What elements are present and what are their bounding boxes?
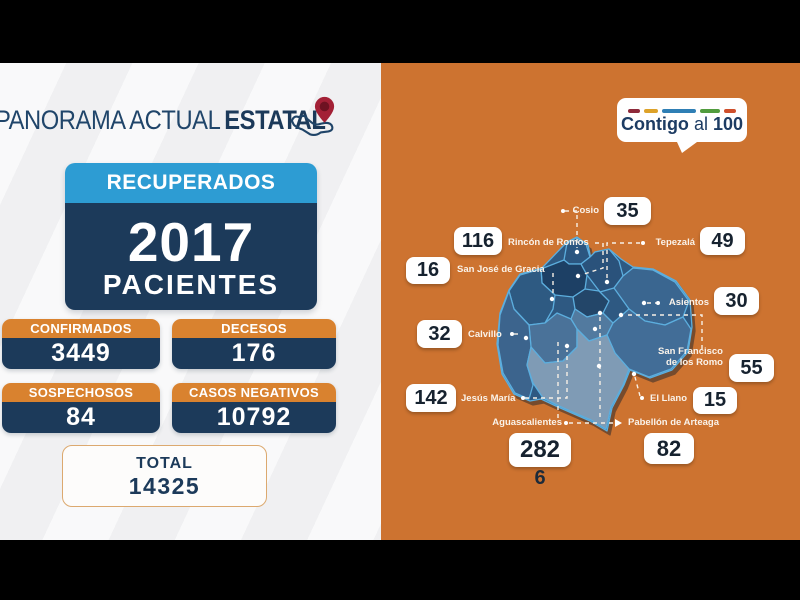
- logo-word-100: 100: [712, 113, 744, 134]
- recovered-card: RECUPERADOS 2017 PACIENTES: [65, 163, 317, 310]
- map-label-san-francisco-de-los-romo: San Francisco de los Romo: [658, 346, 723, 368]
- stat-value: 3449: [2, 338, 160, 369]
- stat-card-casos-negativos: CASOS NEGATIVOS 10792: [172, 383, 336, 433]
- recovered-value: 2017: [127, 210, 255, 273]
- map-value-calvillo: 32: [417, 320, 462, 348]
- logo-color-dashes: [628, 108, 736, 113]
- total-card: TOTAL 14325: [62, 445, 267, 507]
- map-label-asientos: Asientos: [668, 297, 709, 308]
- recovered-card-header: RECUPERADOS: [65, 163, 317, 203]
- recovered-unit: PACIENTES: [102, 268, 280, 300]
- contigo-al-100-logo: Contigo al 100: [617, 98, 747, 153]
- map-value-san-jose-de-gracia: 16: [406, 257, 450, 284]
- label-connectors: [514, 210, 703, 424]
- stat-label: SOSPECHOSOS: [2, 383, 160, 402]
- aguascalientes-state-map: [496, 209, 703, 432]
- stat-label: DECESOS: [172, 319, 336, 338]
- map-value-aguascalientes-overflow: 6: [534, 467, 546, 489]
- map-label-cosio: Cosio: [572, 205, 599, 216]
- map-value-aguascalientes: 282: [509, 433, 571, 467]
- map-value-san-francisco-de-los-romo: 55: [729, 354, 774, 382]
- region-aguascalientes: [526, 328, 630, 430]
- arrow-to-pabellon: [615, 419, 622, 427]
- map-value-el-llano: 15: [693, 387, 737, 414]
- map-label-tepezala: Tepezalá: [655, 237, 695, 248]
- stat-card-decesos: DECESOS 176: [172, 319, 336, 369]
- map-value-asientos: 30: [714, 287, 759, 315]
- stat-value: 84: [2, 402, 160, 433]
- map-label-jesus-maria: Jesús María: [461, 393, 516, 404]
- stat-card-confirmados: CONFIRMADOS 3449: [2, 319, 160, 369]
- region-tepezala: [580, 248, 624, 293]
- map-value-pabellon-de-arteaga: 82: [644, 433, 694, 464]
- stat-label: CONFIRMADOS: [2, 319, 160, 338]
- logo-word-al: al: [693, 113, 708, 134]
- stat-label: CASOS NEGATIVOS: [172, 383, 336, 402]
- map-value-jesus-maria: 142: [406, 384, 456, 412]
- map-value-cosio: 35: [604, 197, 651, 225]
- dashboard: PANORAMA ACTUAL ESTATAL RECUPERADOS 2017…: [0, 63, 800, 540]
- map-label-rincon-de-romos: Rincón de Romos: [508, 237, 589, 248]
- stat-card-sospechosos: SOSPECHOSOS 84: [2, 383, 160, 433]
- total-value: 14325: [128, 472, 201, 499]
- map-label-aguascalientes: Aguascalientes: [492, 417, 562, 428]
- stats-panel: PANORAMA ACTUAL ESTATAL RECUPERADOS 2017…: [0, 63, 381, 540]
- map-label-calvillo: Calvillo: [468, 329, 502, 340]
- mexico-map-pin-icon: [290, 96, 335, 137]
- map-label-san-jose-de-gracia: San José de Gracia: [457, 264, 545, 275]
- recovered-card-body: 2017 PACIENTES: [65, 203, 317, 310]
- page-title: PANORAMA ACTUAL ESTATAL: [0, 105, 326, 136]
- map-label-el-llano: El Llano: [650, 393, 687, 404]
- map-panel: Contigo al 100 Cosio 35 Rincón de Romos …: [381, 63, 800, 540]
- total-label: TOTAL: [136, 454, 193, 472]
- map-value-tepezala: 49: [700, 227, 745, 255]
- title-regular: PANORAMA ACTUAL: [0, 105, 221, 135]
- map-label-pabellon-de-arteaga: Pabellón de Arteaga: [628, 417, 719, 428]
- stat-value: 176: [172, 338, 336, 369]
- map-dots: [510, 209, 660, 427]
- stat-value: 10792: [172, 402, 336, 433]
- region-calvillo: [497, 290, 534, 400]
- logo-word-contigo: Contigo: [620, 113, 689, 134]
- map-value-rincon-de-romos: 116: [454, 227, 502, 255]
- logo-text: Contigo al 100: [620, 113, 744, 134]
